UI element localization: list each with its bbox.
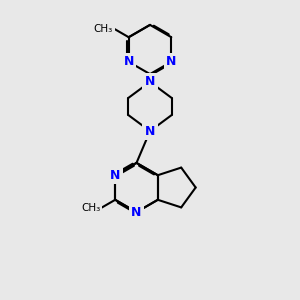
Text: CH₃: CH₃ <box>81 202 100 213</box>
Text: N: N <box>145 75 155 88</box>
Text: N: N <box>124 55 134 68</box>
Text: CH₃: CH₃ <box>94 24 113 34</box>
Text: N: N <box>166 55 176 68</box>
Text: N: N <box>131 206 142 219</box>
Text: N: N <box>110 169 120 182</box>
Text: N: N <box>145 124 155 138</box>
